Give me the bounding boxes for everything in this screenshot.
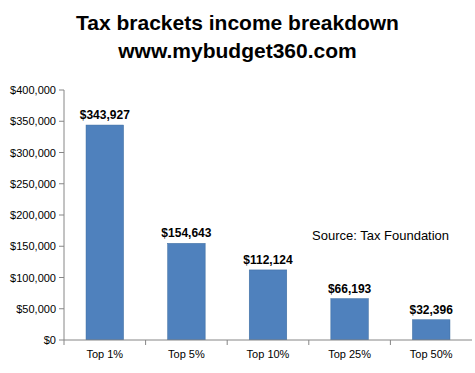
y-tick bbox=[59, 308, 64, 309]
x-axis bbox=[64, 340, 472, 341]
y-tick-label: $200,000 bbox=[10, 209, 56, 221]
chart-container: Tax brackets income breakdown www.mybudge… bbox=[0, 0, 475, 373]
x-tick-label: Top 5% bbox=[168, 348, 205, 360]
annotation: Source: Tax Foundation bbox=[312, 228, 449, 243]
y-tick-label: $0 bbox=[44, 334, 56, 346]
y-tick bbox=[59, 90, 64, 91]
y-tick bbox=[59, 246, 64, 247]
y-tick-label: $400,000 bbox=[10, 84, 56, 96]
bar bbox=[168, 243, 206, 340]
y-tick bbox=[59, 121, 64, 122]
x-tick-label: Top 25% bbox=[328, 348, 371, 360]
title: Tax brackets income breakdown bbox=[76, 11, 399, 34]
y-tick-label: $250,000 bbox=[10, 178, 56, 190]
x-tick bbox=[308, 340, 309, 345]
y-tick-label: $50,000 bbox=[16, 303, 56, 315]
x-tick bbox=[64, 340, 65, 345]
x-tick bbox=[227, 340, 228, 345]
y-tick bbox=[59, 277, 64, 278]
y-tick bbox=[59, 183, 64, 184]
bar bbox=[331, 299, 369, 340]
data-label: $343,927 bbox=[80, 108, 130, 122]
y-tick bbox=[59, 215, 64, 216]
x-tick bbox=[390, 340, 391, 345]
data-label: $66,193 bbox=[328, 282, 372, 296]
x-tick-label: Top 1% bbox=[86, 348, 123, 360]
y-tick-label: $150,000 bbox=[10, 240, 56, 252]
background bbox=[0, 0, 475, 373]
bar bbox=[412, 320, 450, 340]
bars bbox=[86, 125, 450, 340]
data-label: $112,124 bbox=[243, 253, 293, 267]
data-label: $154,643 bbox=[161, 226, 211, 240]
x-tick-label: Top 50% bbox=[410, 348, 453, 360]
x-tick-label: Top 10% bbox=[247, 348, 290, 360]
y-tick bbox=[59, 152, 64, 153]
bar bbox=[249, 270, 287, 340]
bar bbox=[86, 125, 124, 340]
subtitle: www.mybudget360.com bbox=[117, 39, 356, 62]
y-tick-label: $350,000 bbox=[10, 115, 56, 127]
y-tick-label: $100,000 bbox=[10, 272, 56, 284]
chart-svg: Tax brackets income breakdown www.mybudge… bbox=[0, 0, 475, 373]
x-tick bbox=[145, 340, 146, 345]
y-tick bbox=[59, 340, 64, 341]
y-axis bbox=[64, 90, 65, 340]
data-label: $32,396 bbox=[410, 303, 454, 317]
y-tick-label: $300,000 bbox=[10, 147, 56, 159]
